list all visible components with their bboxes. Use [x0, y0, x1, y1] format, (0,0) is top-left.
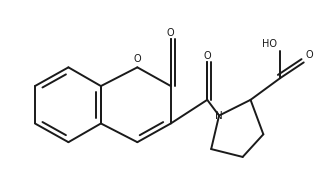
Text: HO: HO: [262, 39, 277, 49]
Text: O: O: [133, 54, 141, 64]
Text: O: O: [167, 28, 175, 38]
Text: N: N: [215, 111, 223, 121]
Text: O: O: [204, 51, 211, 61]
Text: O: O: [306, 50, 313, 61]
